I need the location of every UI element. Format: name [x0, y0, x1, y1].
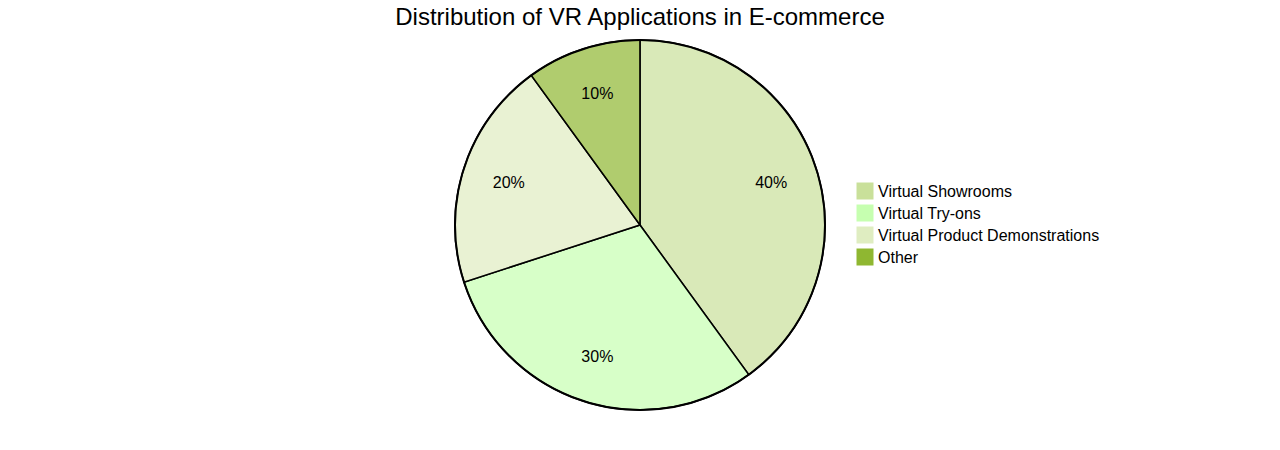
legend-label: Other: [878, 249, 919, 266]
legend-swatch: [856, 182, 874, 200]
legend-swatch: [856, 204, 874, 222]
slice-label: 10%: [581, 85, 613, 102]
slice-label: 40%: [755, 174, 787, 191]
pie-slice: [531, 40, 640, 225]
slices: [455, 40, 825, 410]
legend: Virtual Showrooms Virtual Try-ons Virtual …: [856, 182, 1099, 266]
slice-labels: 40% 30% 20% 10%: [493, 85, 788, 364]
legend-label: Virtual Try-ons: [878, 205, 981, 222]
chart-container: Distribution of VR Applications in E-com…: [0, 0, 1280, 450]
legend-swatch: [856, 226, 874, 244]
legend-swatch: [856, 248, 874, 266]
slice-label: 20%: [493, 174, 525, 191]
chart-title: Distribution of VR Applications in E-com…: [395, 3, 885, 30]
slice-label: 30%: [581, 348, 613, 365]
chart-svg: Distribution of VR Applications in E-com…: [0, 0, 1280, 450]
legend-label: Virtual Showrooms: [878, 183, 1012, 200]
legend-label: Virtual Product Demonstrations: [878, 227, 1099, 244]
pie-outline: [455, 40, 825, 410]
